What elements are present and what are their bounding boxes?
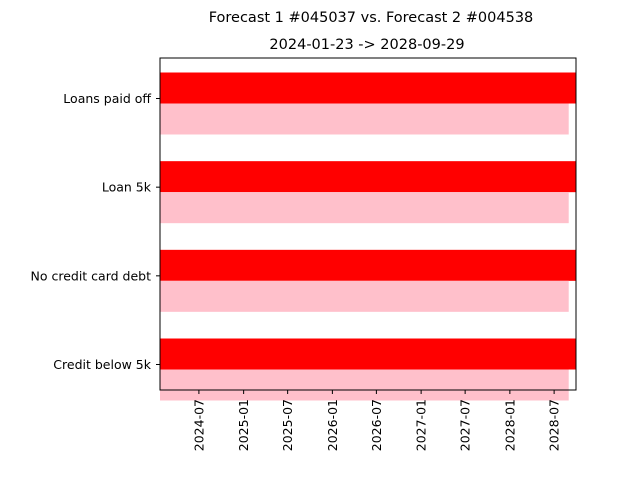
y-tick-label: No credit card debt [30,268,151,283]
plot-frame [159,57,577,391]
x-tick-label: 2025-01 [236,399,251,451]
bar-series2-loan-5k [160,192,569,224]
x-tick-label: 2025-07 [280,399,295,451]
bar-series2-no-credit-card-debt [160,280,569,312]
bar-series2-loans-paid-off [160,103,569,135]
x-tick-label: 2028-07 [547,399,562,451]
y-tick-label: Loan 5k [102,180,152,195]
y-tick-label: Loans paid off [63,91,151,106]
x-tick-label: 2028-01 [502,399,517,451]
x-tick-label: 2027-01 [414,399,429,451]
x-tick-label: 2026-07 [369,399,384,451]
y-tick-label: Credit below 5k [53,357,151,372]
bar-series1-no-credit-card-debt [160,249,576,281]
x-tick-label: 2024-07 [191,399,206,451]
y-axis: Loans paid off Loan 5k No credit card debt… [30,91,160,372]
bar-series1-loans-paid-off [160,72,576,104]
bar-series1-credit-below-5k [160,338,576,370]
x-tick-label: 2027-07 [458,399,473,451]
bars-layer [160,72,576,401]
x-axis: 2024-07 2025-01 2025-07 2026-01 2026-07 2027-… [191,390,562,451]
chart-subtitle: 2024-01-23 -> 2028-09-29 [269,37,464,53]
bar-series1-loan-5k [160,161,576,193]
bar-series2-credit-below-5k [160,369,569,401]
chart-title: Forecast 1 #045037 vs. Forecast 2 #00453… [209,10,534,26]
x-tick-label: 2026-01 [325,399,340,451]
